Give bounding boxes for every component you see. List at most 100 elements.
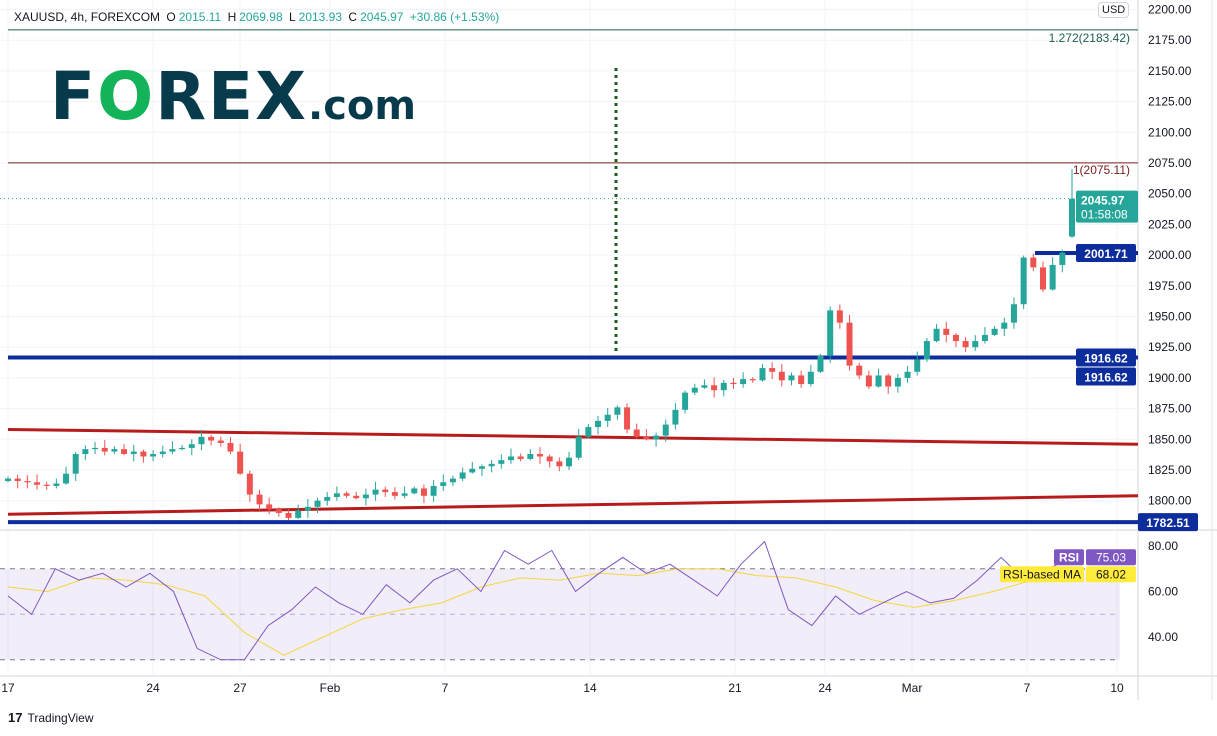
time-tick-label: Feb [320, 681, 341, 695]
currency-button[interactable]: USD [1098, 2, 1130, 18]
candle-body [498, 460, 505, 464]
candle-body [778, 371, 785, 381]
low-label: L [288, 10, 296, 24]
candle-body [372, 489, 379, 495]
candle-body [430, 485, 437, 496]
candle-body [34, 482, 41, 485]
candle-body [517, 456, 524, 459]
time-tick-label: 7 [1024, 681, 1031, 695]
candle-body [449, 478, 456, 483]
candle-body [566, 457, 573, 467]
candle-body [5, 478, 11, 482]
candle-body [179, 447, 186, 450]
trendline [7, 427, 1139, 446]
candle-body [507, 456, 514, 461]
candle-body [130, 451, 137, 455]
candle-body [672, 409, 679, 425]
candle-body [556, 461, 563, 467]
price-tick-label: 1800.00 [1148, 494, 1192, 508]
price-tick-label: 2000.00 [1148, 248, 1192, 262]
candle-body [711, 385, 718, 391]
support-price-label: 1916.62 [1084, 370, 1128, 384]
candle-body [353, 495, 360, 499]
candle-body [478, 466, 485, 469]
time-tick-label: 10 [1110, 681, 1124, 695]
price-tick-label: 2200.00 [1148, 3, 1192, 17]
candle-body [904, 371, 911, 378]
candle-body [1030, 257, 1037, 268]
candle-body [92, 447, 99, 450]
high-label: H [227, 10, 237, 24]
candle-body [411, 488, 418, 494]
candle-body [827, 310, 834, 356]
time-tick-label: 7 [442, 681, 449, 695]
high-value: 2069.98 [239, 10, 283, 24]
candle-body [227, 442, 234, 452]
candle-body [382, 489, 389, 493]
candle-body [730, 382, 737, 385]
candle-body [362, 494, 369, 499]
candle-body [643, 436, 650, 440]
price-tick-label: 1925.00 [1148, 340, 1192, 354]
candle-body [527, 454, 534, 459]
candle-body [101, 447, 108, 452]
candle-body [314, 500, 321, 507]
candle-body [759, 368, 766, 381]
candle-body [962, 341, 969, 348]
candle-body [208, 436, 215, 441]
rsi-ma-line [7, 568, 1073, 656]
candle-body [952, 334, 959, 342]
support-price-label: 1916.62 [1084, 351, 1128, 365]
rsi-line [7, 540, 1073, 661]
candle-body [285, 512, 292, 518]
candle-body [595, 420, 602, 428]
time-tick-label: Mar [902, 681, 923, 695]
candle-body [846, 322, 853, 366]
candle-body [217, 440, 224, 443]
candle-body [933, 328, 940, 342]
candle-body [633, 429, 640, 437]
footer: 17 TradingView [8, 710, 94, 725]
support-price-label: 1782.51 [1146, 516, 1190, 530]
symbol-name[interactable]: XAUUSD, 4h, FOREXCOM [14, 10, 161, 24]
rsi-name: RSI [1059, 550, 1079, 564]
candle-body [943, 328, 950, 335]
candle-body [469, 468, 476, 473]
candle-body [401, 493, 408, 496]
candle-body [972, 341, 979, 348]
candle-body [53, 483, 60, 486]
time-tick-label: 27 [233, 681, 247, 695]
candle-body [266, 504, 273, 510]
candle-body [488, 463, 495, 467]
support-price-label: 2001.71 [1084, 247, 1128, 261]
candle-body [1010, 304, 1017, 323]
change-value: +30.86 (+1.53%) [409, 10, 500, 24]
price-tick-label: 1875.00 [1148, 402, 1192, 416]
candle-body [798, 375, 805, 385]
price-chart[interactable]: 2200.00 2175.00 2150.00 2125.00 2100.00 2075.… [0, 0, 1217, 700]
candle-body [923, 341, 930, 360]
forex-logo: FOREX.com [50, 58, 417, 135]
tradingview-logo-icon: 17 [8, 710, 23, 725]
candle-body [82, 449, 89, 455]
rsi-value: 75.03 [1096, 550, 1126, 564]
tradingview-brand[interactable]: TradingView [27, 710, 94, 725]
time-tick-label: 17 [1, 681, 15, 695]
candle-body [43, 484, 50, 486]
candle-body [817, 355, 824, 372]
candle-body [1059, 252, 1066, 265]
rsi-tick-label: 80.00 [1148, 539, 1178, 553]
candle-body [653, 435, 660, 440]
price-tick-label: 2125.00 [1148, 95, 1192, 109]
candle-body [624, 407, 631, 430]
candle-body [701, 385, 708, 388]
price-tick-label: 1900.00 [1148, 371, 1192, 385]
trendline [7, 494, 1139, 516]
price-tick-label: 2175.00 [1148, 33, 1192, 47]
price-tick-label: 2025.00 [1148, 217, 1192, 231]
close-value: 2045.97 [360, 10, 404, 24]
price-tick-label: 1825.00 [1148, 463, 1192, 477]
candle-body [111, 449, 118, 452]
candle-body [981, 334, 988, 342]
fib-level-label: 1.272(2183.42) [1049, 31, 1130, 45]
